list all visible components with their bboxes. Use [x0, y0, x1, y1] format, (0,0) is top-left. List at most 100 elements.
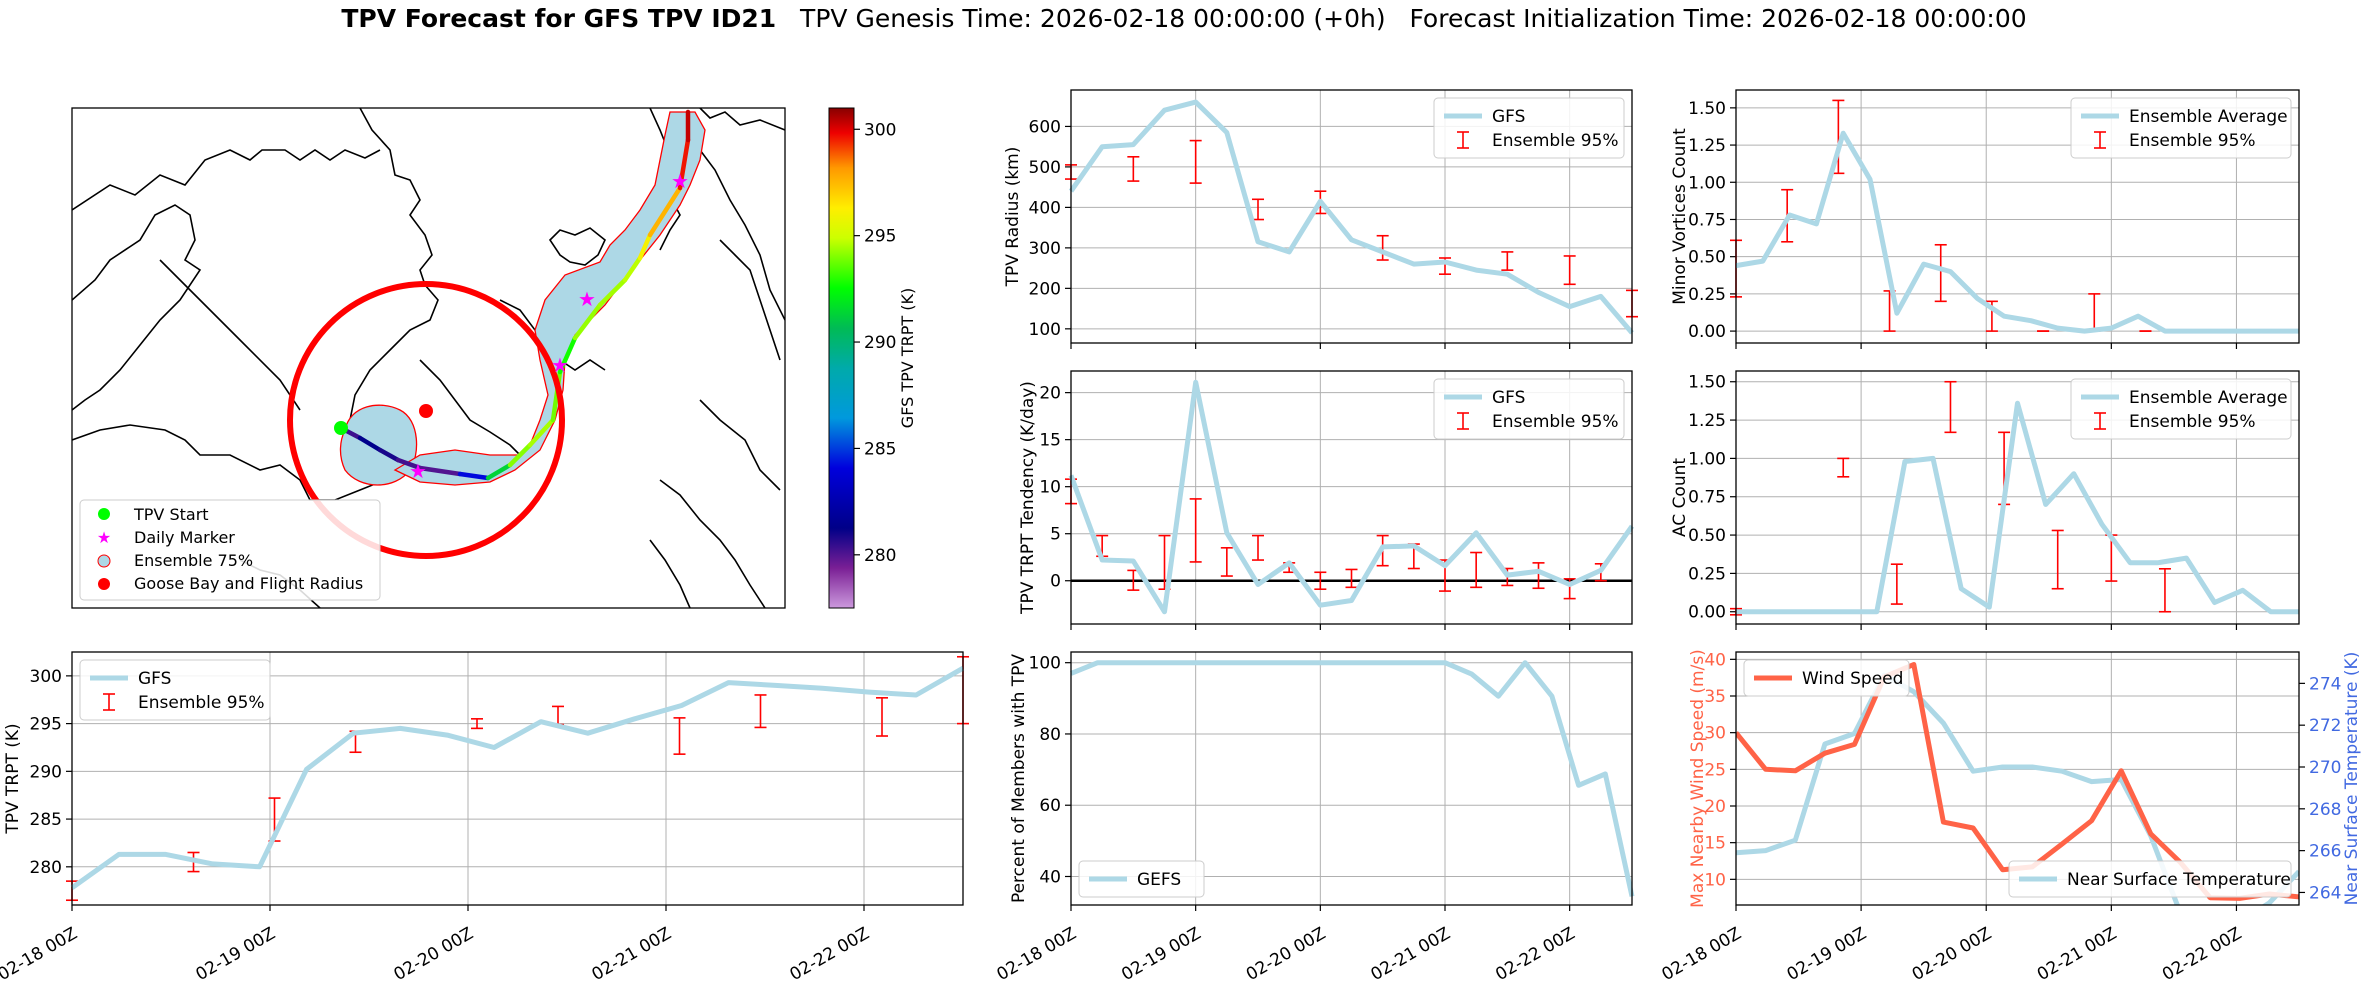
y-tick-label: 400 [1029, 198, 1061, 218]
y-tick-label: 40 [1704, 650, 1726, 670]
y-tick-label: 40 [1039, 867, 1061, 887]
colorbar-tick-label: 285 [864, 439, 896, 459]
x-tick-label: 02-21 00Z [2034, 924, 2120, 982]
y-tick-label: 300 [30, 667, 62, 687]
x-tick-label: 02-18 00Z [0, 924, 81, 982]
track-segment [395, 457, 423, 471]
figure-title: TPV Forecast for GFS TPV ID21 TPV Genesi… [0, 4, 2368, 33]
gefs-members-line [1070, 660, 1635, 897]
errorbar [1832, 99, 1845, 175]
y-tick-label: 0.00 [1688, 603, 1726, 623]
track-segment [527, 417, 556, 448]
axes-frame [1070, 370, 1633, 625]
x-tick-label: 02-21 00Z [1368, 924, 1454, 982]
panel-tendency: 0 5 10 15 20 GFS Ensemble 95% TPV TRPT Tendency… [1018, 370, 1635, 630]
y-tick-label: 500 [1029, 158, 1061, 178]
y-axis-label: Max Nearby Wind Speed (m/s) [1688, 649, 1708, 908]
y-tick-label: 0.75 [1688, 488, 1726, 508]
y-tick-label: 1.25 [1688, 136, 1726, 156]
y-tick-label: 1.00 [1688, 449, 1726, 469]
y-tick-label: 5 [1050, 525, 1061, 545]
track-segment [622, 255, 643, 283]
errorbar [1563, 255, 1576, 286]
errorbar [673, 717, 686, 755]
colorbar-tick-label: 300 [864, 120, 896, 140]
x-tick-label: 02-19 00Z [1118, 924, 1204, 982]
track-segment [572, 302, 603, 341]
x-tick-label: 02-20 00Z [391, 924, 477, 982]
y-axis-label: AC Count [1670, 458, 1690, 537]
axes-frame [1070, 651, 1633, 906]
axes-frame [1735, 370, 2300, 625]
y-tick-label: 1.50 [1688, 99, 1726, 119]
legend-label: Ensemble Average [2129, 107, 2288, 127]
x-tick-label: 02-18 00Z [1659, 924, 1745, 982]
legend-goose-bay: Goose Bay and Flight Radius [134, 574, 363, 593]
legend-ensemble-75: Ensemble 75% [134, 551, 253, 570]
tpv-track [338, 109, 691, 481]
panel-wind_temp: 10 15 20 25 30 35 40 02-18 00Z 02-19 00Z 02-20 00… [1659, 649, 2362, 982]
track-segment [597, 277, 628, 308]
y-tick-label: 1.25 [1688, 411, 1726, 431]
x-tick-label: 02-22 00Z [2159, 924, 2245, 982]
track-segment [417, 465, 463, 477]
y-right-tick-label: 272 [2309, 716, 2341, 736]
legend-goose-bay-icon [98, 578, 110, 590]
legend: Ensemble Average Ensemble 95% [2070, 97, 2292, 159]
y-tick-label: 30 [1704, 724, 1726, 744]
y-right-tick-label: 264 [2309, 883, 2341, 903]
y-tick-label: 35 [1704, 687, 1726, 707]
legend: GEFS [1078, 860, 1205, 898]
track-segment [677, 137, 691, 191]
axes-frame [71, 651, 964, 906]
y-tick-label: 0.75 [1688, 210, 1726, 230]
y-tick-label: 280 [30, 858, 62, 878]
y-right-tick-label: 270 [2309, 758, 2341, 778]
panel-members: 40 60 80 100 02-18 00Z 02-19 00Z 02-20 00Z 02-2… [994, 651, 1635, 982]
errorbar [1252, 534, 1264, 561]
y-tick-label: 0.50 [1688, 526, 1726, 546]
legend-label: Ensemble Average [2129, 388, 2288, 408]
colorbar-tick-label: 280 [864, 546, 896, 566]
errorbar [1220, 547, 1233, 577]
y-axis-label: TPV Radius (km) [1003, 147, 1023, 288]
panel-ac: 0.00 0.25 0.50 0.75 1.00 1.25 1.50 Ensemble Ave… [1670, 370, 2300, 630]
map-frame [71, 107, 786, 609]
errorbar [1501, 251, 1514, 271]
y-tick-label: 200 [1029, 279, 1061, 299]
legend: GFS Ensemble 95% [79, 659, 271, 721]
genesis-time-text: TPV Genesis Time: 2026-02-18 00:00:00 (+… [800, 4, 1386, 33]
legend: Near Surface Temperature [2008, 860, 2292, 898]
panel-radius: 100 200 300 400 500 600 GFS Ensemble 95% TPV Rad… [1003, 89, 1638, 349]
x-tick-label: 02-20 00Z [1909, 924, 1995, 982]
y-axis-label: Percent of Members with TPV [1009, 654, 1029, 903]
init-time-text: Forecast Initialization Time: 2026-02-18… [1409, 4, 2027, 33]
legend-label: Ensemble 95% [2129, 412, 2256, 432]
y-tick-label: 285 [30, 810, 62, 830]
y-axis-label: TPV TRPT (K) [3, 723, 23, 834]
ac-count-line [1736, 400, 2299, 615]
legend-box [1743, 659, 1910, 697]
y-tick-label: 10 [1039, 478, 1061, 498]
y-tick-label: 1.50 [1688, 373, 1726, 393]
x-tick-label: 02-22 00Z [1492, 924, 1578, 982]
gfs-trpt-line [70, 666, 965, 890]
legend: Wind Speed [1743, 659, 1910, 697]
map-panel: ★ ★ ★ ★ TPV Start ★ Daily Marker Ensembl… [71, 107, 917, 609]
legend-label: Near Surface Temperature [2067, 870, 2291, 890]
track-segment [507, 442, 533, 468]
legend-ensemble-icon [97, 554, 111, 568]
y-tick-label: 20 [1704, 797, 1726, 817]
y-tick-label: 10 [1704, 870, 1726, 890]
errorbar [876, 697, 888, 737]
errorbar [1127, 155, 1140, 182]
y-tick-label: 290 [30, 762, 62, 782]
track-segment [377, 447, 401, 463]
daily-marker: ★ [409, 459, 427, 483]
y-tick-label: 295 [30, 715, 62, 735]
y-tick-label: 25 [1704, 760, 1726, 780]
y-tick-label: 1.00 [1688, 173, 1726, 193]
legend-label: Ensemble 95% [1492, 131, 1619, 151]
y-right-tick-label: 266 [2309, 842, 2341, 862]
